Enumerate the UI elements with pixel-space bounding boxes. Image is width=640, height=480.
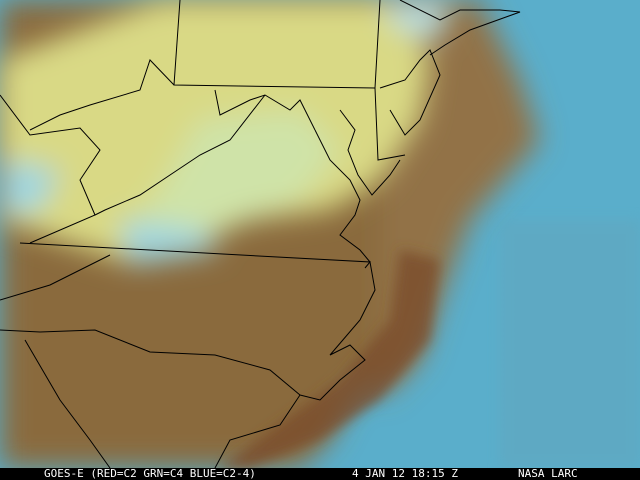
satellite-channel-label: GOES-E (RED=C2 GRN=C4 BLUE=C2-4) — [44, 467, 256, 480]
coastal-water-sediment — [220, 250, 440, 468]
cloud-cover — [0, 0, 450, 265]
caption-bar: GOES-E (RED=C2 GRN=C4 BLUE=C2-4) 4 JAN 1… — [0, 468, 640, 480]
source-label: NASA LARC — [518, 467, 578, 480]
timestamp-label: 4 JAN 12 18:15 Z — [352, 467, 458, 480]
offshore-cloud-streets — [500, 220, 640, 468]
satellite-composite-image — [0, 0, 640, 468]
state-boundaries — [0, 0, 521, 468]
